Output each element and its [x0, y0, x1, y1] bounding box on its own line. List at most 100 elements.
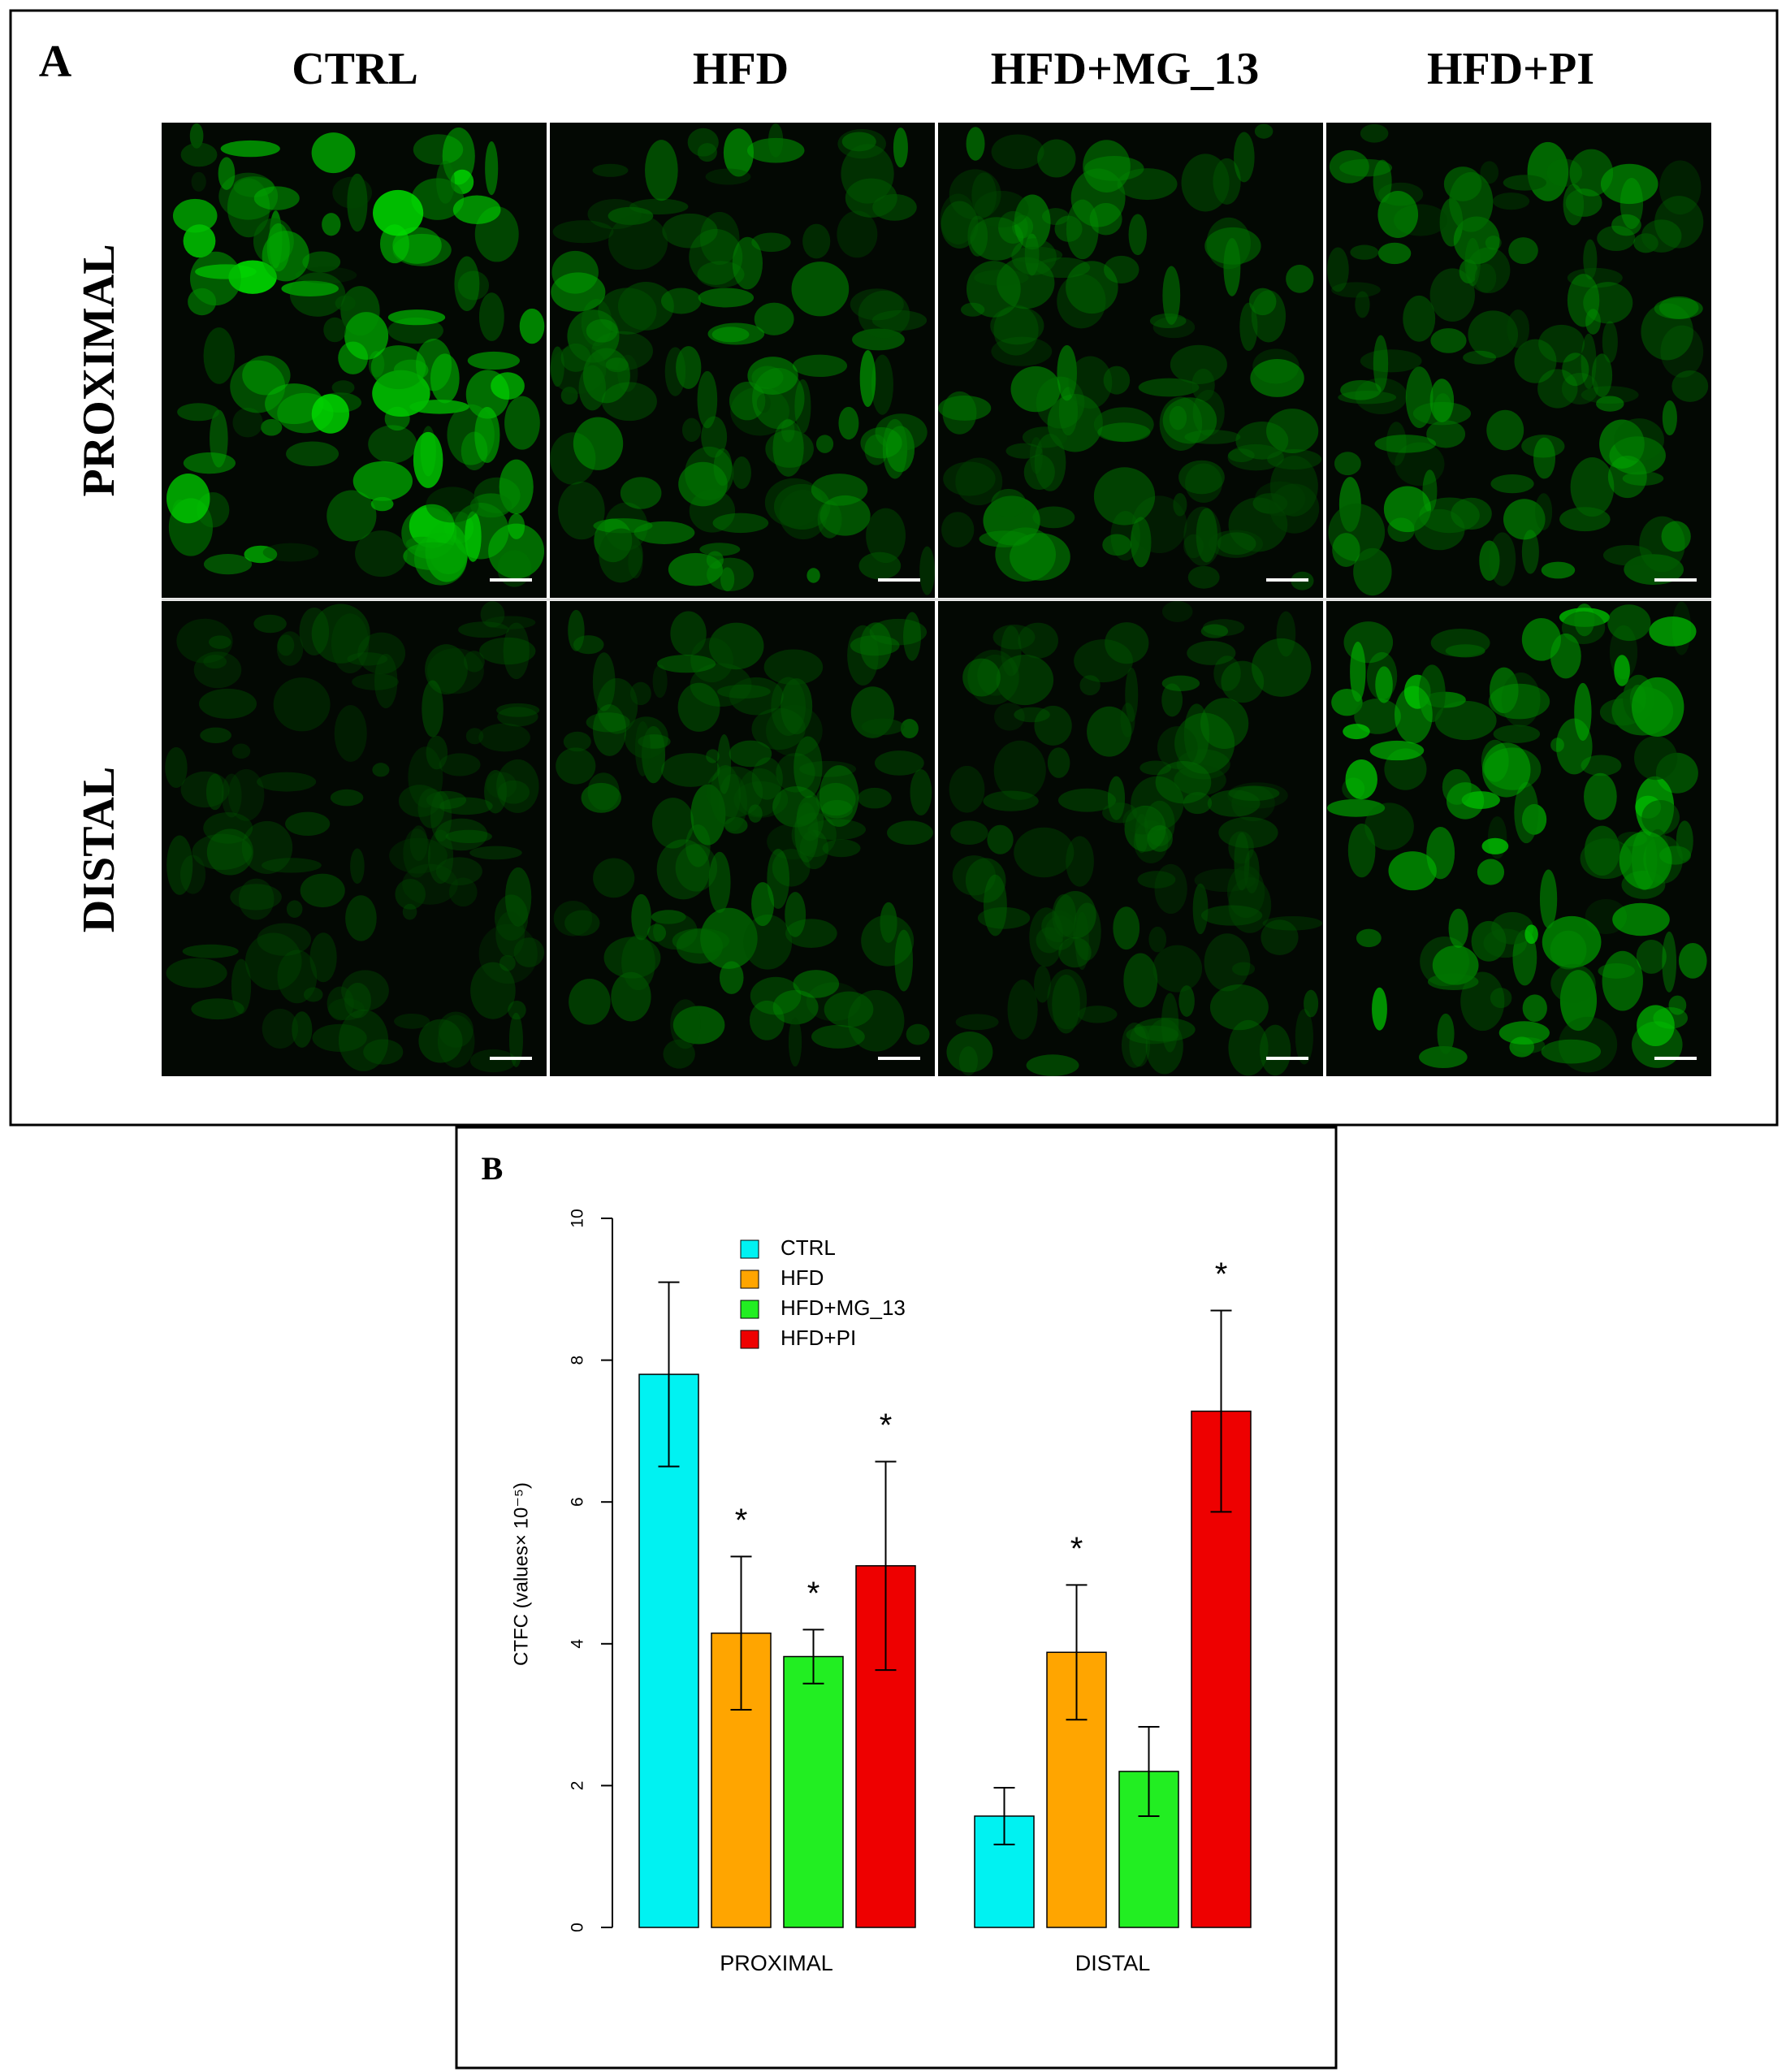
tissue-blob — [707, 322, 765, 345]
tissue-blob — [996, 655, 1054, 706]
tissue-blob — [1641, 800, 1680, 835]
tissue-blob — [763, 649, 824, 686]
tissue-blob — [894, 929, 913, 992]
tissue-blob — [1541, 561, 1576, 579]
tissue-blob — [993, 305, 1039, 356]
tissue-blob — [1607, 455, 1647, 499]
tissue-blob — [474, 407, 500, 463]
tissue-blob — [494, 894, 529, 941]
tissue-blob — [302, 251, 341, 273]
tissue-blob — [1001, 625, 1022, 677]
error-bar — [730, 1555, 752, 1711]
tissue-blob — [1602, 321, 1618, 363]
tissue-blob — [180, 142, 218, 167]
tissue-blob — [344, 312, 389, 360]
tissue-blob — [1133, 820, 1169, 863]
y-tick-label: 6 — [569, 1497, 587, 1507]
tissue-blob — [484, 769, 507, 814]
tissue-blob — [1641, 219, 1682, 253]
tissue-blob — [708, 622, 764, 670]
tissue-blob — [370, 496, 394, 512]
tissue-blob — [1514, 781, 1539, 844]
row-header: DISTAL — [74, 767, 124, 932]
tissue-blob — [448, 877, 478, 907]
tissue-blob — [350, 848, 365, 885]
tissue-blob — [651, 798, 694, 849]
tissue-blob — [946, 1031, 993, 1073]
tissue-blob — [751, 757, 783, 800]
tissue-blob — [277, 634, 295, 656]
tissue-blob — [1373, 335, 1389, 392]
tissue-blob — [1005, 443, 1043, 459]
tissue-blob — [634, 521, 695, 544]
tissue-blob — [198, 688, 257, 720]
tissue-blob — [452, 195, 501, 225]
tissue-blob — [858, 552, 902, 580]
tissue-blob — [1426, 827, 1455, 880]
tissue-blob — [670, 999, 701, 1049]
tissue-blob — [966, 127, 985, 161]
tissue-blob — [850, 635, 900, 656]
tissue-blob — [221, 773, 242, 818]
tissue-blob — [1522, 994, 1547, 1023]
tissue-blob — [781, 678, 813, 735]
tissue-blob — [1130, 517, 1152, 568]
legend-swatch — [740, 1270, 759, 1289]
tissue-blob — [1331, 282, 1381, 298]
tissue-blob — [183, 452, 236, 474]
tissue-blob — [1228, 785, 1280, 802]
tissue-blob — [592, 163, 629, 177]
tissue-blob — [1204, 227, 1261, 265]
tissue-blob — [1041, 910, 1076, 943]
tissue-blob — [676, 928, 724, 964]
tissue-blob — [955, 457, 1003, 506]
tissue-blob — [1047, 747, 1070, 778]
significance-mark: * — [735, 1503, 748, 1538]
tissue-blob — [1183, 506, 1222, 566]
tissue-blob — [705, 168, 751, 185]
tissue-blob — [1343, 724, 1370, 740]
tissue-blob — [427, 829, 454, 885]
tissue-blob — [1204, 933, 1251, 992]
tissue-blob — [408, 746, 443, 808]
tissue-blob — [465, 728, 484, 745]
tissue-blob — [1535, 493, 1553, 530]
tissue-blob — [352, 461, 413, 501]
tissue-blob — [1429, 378, 1455, 422]
tissue-blob — [765, 704, 823, 757]
y-axis-label: CTFC (values× 10⁻⁵) — [510, 1482, 532, 1666]
tissue-blob — [1014, 194, 1051, 250]
tissue-blob — [203, 327, 235, 384]
tissue-blob — [513, 937, 545, 967]
tissue-blob — [754, 302, 794, 335]
tissue-blob — [938, 396, 992, 421]
tissue-blob — [1152, 945, 1203, 993]
tissue-blob — [457, 270, 490, 301]
tissue-blob — [1360, 123, 1389, 143]
tissue-blob — [1403, 295, 1436, 342]
tissue-blob — [372, 763, 390, 777]
tissue-blob — [311, 132, 356, 174]
tissue-blob — [997, 257, 1055, 309]
tissue-blob — [1326, 798, 1386, 817]
tissue-blob — [1448, 908, 1468, 949]
tissue-blob — [678, 461, 728, 507]
tissue-blob — [750, 976, 802, 1015]
tissue-blob — [437, 1014, 475, 1068]
tissue-blob — [422, 680, 443, 738]
tissue-blob — [1607, 604, 1651, 642]
tissue-blob — [1468, 310, 1519, 359]
tissue-blob — [230, 884, 282, 911]
tissue-blob — [724, 816, 748, 834]
tissue-blob — [1329, 149, 1369, 184]
tissue-blob — [1614, 655, 1630, 686]
tissue-blob — [992, 624, 1036, 650]
tissue-blob — [1252, 638, 1312, 697]
tissue-blob — [286, 900, 303, 918]
column-header: HFD+PI — [1427, 44, 1594, 94]
tissue-blob — [1498, 1021, 1550, 1045]
tissue-blob — [587, 198, 642, 230]
tissue-blob — [454, 256, 480, 311]
tissue-blob — [496, 703, 540, 717]
